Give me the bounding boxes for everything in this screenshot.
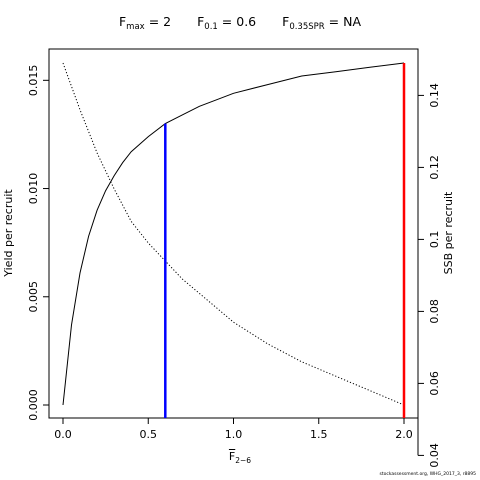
- yield-per-recruit-curve: [62, 62, 405, 406]
- y-right-axis-label: SSB per recruit: [442, 191, 455, 274]
- y-right-tick-label: 0.1: [428, 231, 441, 249]
- title-fmax: Fmax = 2: [118, 14, 172, 32]
- y-right-tick-label: 0.08: [428, 299, 441, 324]
- x-axis-label: F2−6: [228, 450, 252, 465]
- reference-lines: [164, 63, 406, 418]
- series-layer: [62, 62, 405, 406]
- y-left-tick-label: 0.000: [27, 389, 40, 421]
- plot-frame: [48, 48, 419, 419]
- y-left-tick-label: 0.010: [27, 173, 40, 205]
- y-right-axis: 0.04 0.06 0.08 0.1 0.12 0.14: [417, 83, 441, 468]
- y-left-tick-label: 0.005: [27, 281, 40, 313]
- y-right-tick-label: 0.14: [428, 83, 441, 108]
- y-left-tick-label: 0.015: [27, 65, 40, 97]
- title-f035spr: F0.35SPR = NA: [282, 14, 362, 32]
- chart-title: Fmax = 2 F0.1 = 0.6 F0.35SPR = NA: [0, 14, 480, 32]
- y-left-axis: 0.000 0.005 0.010 0.015: [27, 65, 50, 421]
- x-tick-label: 1.0: [225, 428, 243, 441]
- x-tick-label: 0.5: [140, 428, 158, 441]
- y-left-axis-label: Yield per recruit: [2, 189, 15, 278]
- y-right-tick-label: 0.06: [428, 371, 441, 396]
- x-axis: 0.0 0.5 1.0 1.5 2.0: [54, 417, 413, 441]
- y-right-tick-label: 0.04: [428, 443, 441, 468]
- x-tick-label: 1.5: [310, 428, 328, 441]
- x-tick-label: 2.0: [395, 428, 413, 441]
- title-f01: F0.1 = 0.6: [197, 14, 257, 32]
- ssb-per-recruit-curve: [62, 62, 405, 406]
- footer-credit: stockassessment.org, WHG_2017_3, r8895: [379, 472, 476, 477]
- x-tick-label: 0.0: [54, 428, 72, 441]
- y-right-tick-label: 0.12: [428, 155, 441, 180]
